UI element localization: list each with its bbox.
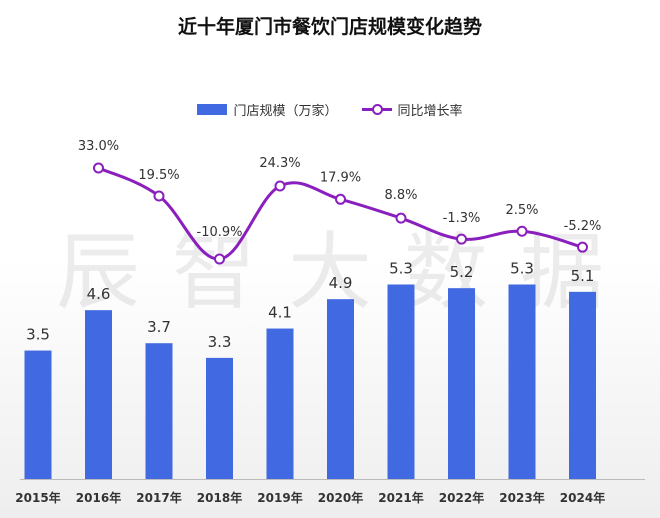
growth-point	[153, 190, 165, 202]
legend-swatch-bars	[197, 104, 228, 115]
bar	[387, 284, 415, 479]
bar-value-label: 3.5	[26, 326, 50, 344]
growth-value-label: 2.5%	[505, 203, 538, 218]
bar	[145, 343, 173, 479]
growth-value-label: -10.9%	[197, 225, 243, 240]
bar-value-label: 5.3	[389, 259, 413, 277]
bar	[85, 310, 112, 479]
growth-point	[456, 233, 467, 245]
bar	[448, 288, 475, 479]
legend: 门店规模（万家） 同比增长率	[0, 100, 660, 119]
bar	[569, 291, 596, 479]
bar-value-label: 5.3	[510, 259, 534, 277]
bar-value-label: 4.9	[329, 274, 353, 292]
x-tick-label: 2023年	[499, 490, 544, 505]
bar	[206, 357, 233, 479]
growth-point	[214, 253, 225, 265]
bar	[24, 350, 52, 479]
bar-value-label: 5.1	[571, 267, 595, 285]
growth-point	[577, 241, 588, 253]
bar	[266, 328, 294, 479]
bar-value-label: 4.1	[268, 304, 292, 322]
growth-value-label: -1.3%	[443, 211, 481, 226]
bar-value-label: 5.2	[450, 263, 474, 281]
growth-value-label: 8.8%	[384, 188, 417, 203]
x-tick-label: 2016年	[76, 490, 121, 505]
growth-value-label: -5.2%	[564, 219, 602, 234]
legend-item-bars: 门店规模（万家）	[197, 100, 338, 119]
growth-line	[97, 166, 583, 261]
bar-value-label: 4.6	[87, 285, 111, 303]
bar	[327, 299, 354, 479]
legend-label-bars: 门店规模（万家）	[233, 104, 338, 119]
growth-value-label: 33.0%	[78, 139, 119, 154]
legend-swatch-line	[361, 104, 392, 115]
x-tick-label: 2021年	[378, 490, 423, 505]
legend-label-line: 同比增长率	[397, 104, 463, 119]
growth-value-label: 19.5%	[138, 168, 179, 183]
bar-value-label: 3.3	[208, 333, 232, 351]
legend-item-line: 同比增长率	[361, 100, 463, 119]
growth-point	[395, 212, 407, 224]
x-tick-label: 2019年	[257, 490, 302, 505]
chart-title: 近十年厦门市餐饮门店规模变化趋势	[177, 16, 482, 38]
x-tick-label: 2015年	[15, 490, 60, 505]
x-tick-label: 2020年	[318, 490, 363, 505]
x-tick-label: 2024年	[560, 490, 605, 505]
growth-value-label: 17.9%	[320, 170, 361, 185]
bar-value-label: 3.7	[147, 318, 171, 336]
growth-value-label: 24.3%	[259, 156, 300, 171]
x-tick-label: 2018年	[197, 490, 242, 505]
growth-point	[93, 162, 104, 174]
growth-point	[516, 225, 528, 237]
growth-point	[335, 193, 346, 205]
x-tick-label: 2017年	[136, 490, 181, 505]
growth-point	[274, 180, 286, 192]
x-tick-label: 2022年	[439, 490, 484, 505]
bar	[508, 284, 536, 479]
